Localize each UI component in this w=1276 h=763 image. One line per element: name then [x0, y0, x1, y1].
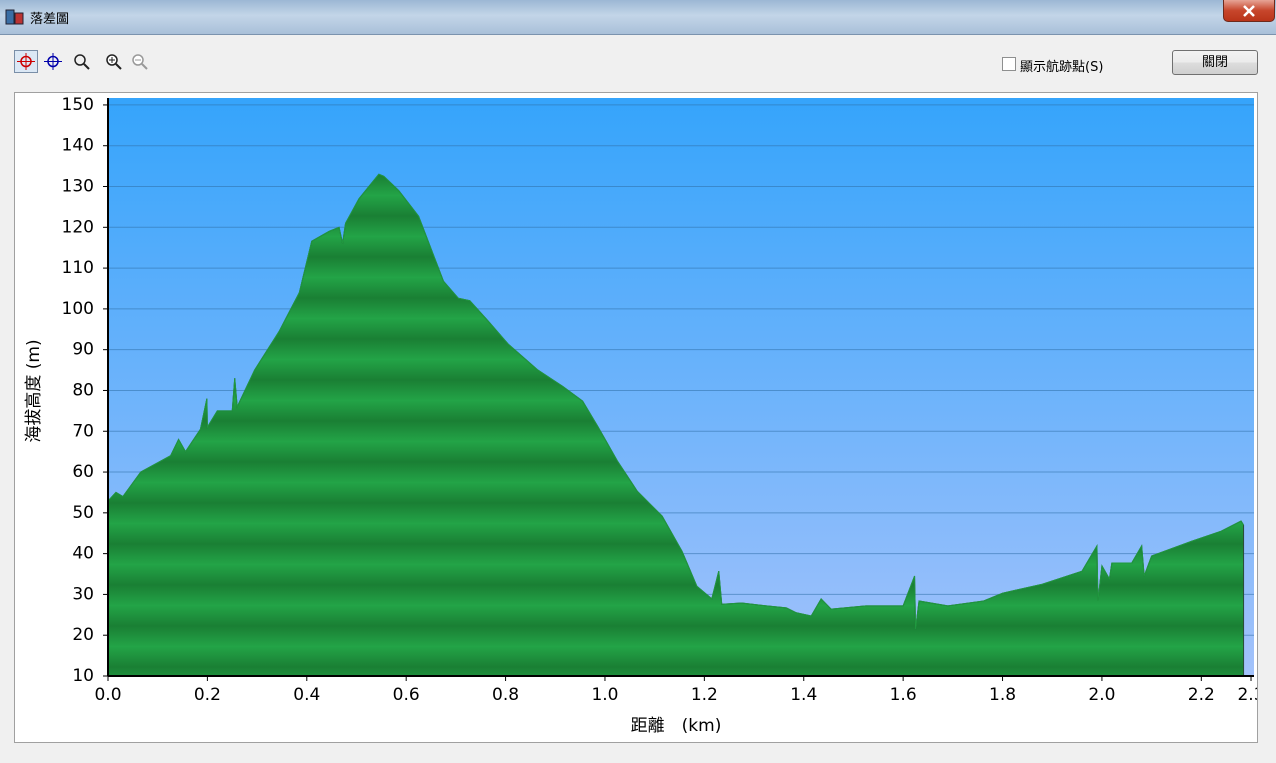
y-tick-label: 10 [72, 666, 94, 686]
y-tick-label: 30 [72, 584, 94, 604]
checkbox-label[interactable]: 顯示航跡點(S) [1020, 60, 1104, 75]
zoom-box-tool[interactable] [74, 54, 90, 70]
y-tick-label: 150 [62, 95, 94, 115]
x-tick-label: 1.2 [691, 685, 718, 705]
y-tick-label: 70 [72, 421, 94, 441]
close-button[interactable]: 關閉 [1172, 50, 1258, 75]
zoom-in[interactable] [106, 54, 122, 70]
toolbar [14, 50, 148, 73]
x-tick-label: 0.2 [194, 685, 221, 705]
x-tick-label: 1.4 [790, 685, 817, 705]
close-icon [1243, 5, 1255, 17]
x-axis-label: 距離 (km) [631, 716, 722, 736]
y-axis-label: 海拔高度 (m) [24, 339, 44, 442]
y-tick-label: 50 [72, 503, 94, 523]
y-tick-label: 120 [62, 217, 94, 237]
x-tick-label: 0.4 [293, 685, 320, 705]
pan-tool[interactable] [14, 50, 38, 73]
elevation-line [107, 173, 1244, 630]
x-tick-label: 2.0 [1088, 685, 1115, 705]
y-tick-label: 20 [72, 625, 94, 645]
window-close[interactable] [1223, 0, 1275, 22]
y-tick-label: 130 [62, 177, 94, 197]
y-tick-label: 40 [72, 544, 94, 564]
x-tick-label: 1.0 [591, 685, 618, 705]
checkbox[interactable] [1002, 57, 1016, 71]
x-tick-label: 2.2 [1188, 685, 1215, 705]
y-tick-label: 110 [62, 258, 94, 278]
y-tick-label: 90 [72, 340, 94, 360]
y-tick-label: 140 [62, 136, 94, 156]
y-tick-label: 100 [62, 299, 94, 319]
title-bar: 落差圖 [0, 0, 1276, 35]
app-icon [5, 9, 24, 25]
x-tick-label: 0.0 [94, 685, 121, 705]
x-tick-label: 1.6 [890, 685, 917, 705]
chart: 10 20 30 40 50 60 70 80 90 100 110 120 130 140 150 0.0 0… [14, 92, 1258, 743]
x-tick-label: 0.6 [393, 685, 420, 705]
window-title: 落差圖 [30, 12, 70, 27]
x-tick-label: 2.3 [1237, 685, 1258, 705]
y-tick-label: 60 [72, 462, 94, 482]
y-tick-label: 80 [72, 380, 94, 400]
zoom-out[interactable] [132, 54, 148, 70]
x-tick-label: 0.8 [492, 685, 519, 705]
crosshair-tool[interactable] [44, 53, 62, 70]
x-tick-label: 1.8 [989, 685, 1016, 705]
